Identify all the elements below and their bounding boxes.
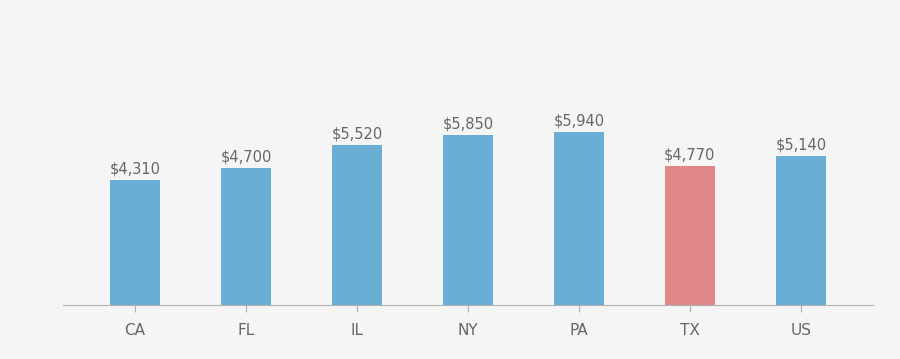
Text: $5,520: $5,520 xyxy=(331,126,382,141)
Bar xyxy=(665,166,715,305)
Bar xyxy=(443,135,493,305)
Text: $4,770: $4,770 xyxy=(664,148,716,163)
Text: $4,700: $4,700 xyxy=(220,150,272,165)
Bar xyxy=(332,145,382,305)
Bar xyxy=(776,155,826,305)
Text: $5,850: $5,850 xyxy=(443,116,493,131)
Text: $4,310: $4,310 xyxy=(110,161,160,176)
Text: $5,940: $5,940 xyxy=(554,114,605,129)
Text: $5,140: $5,140 xyxy=(775,137,826,152)
Bar xyxy=(554,132,604,305)
Bar xyxy=(110,180,160,305)
Bar xyxy=(221,168,271,305)
